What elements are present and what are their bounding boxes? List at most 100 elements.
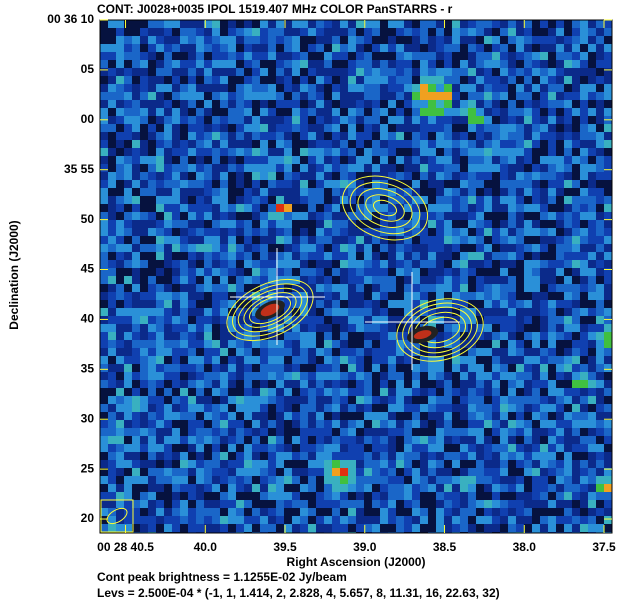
pixel	[556, 332, 564, 340]
pixel	[332, 396, 340, 404]
pixel	[532, 116, 540, 124]
pixel	[380, 268, 388, 276]
pixel	[372, 452, 380, 460]
pixel	[420, 28, 428, 36]
pixel	[292, 348, 300, 356]
pixel	[300, 204, 308, 212]
pixel	[252, 20, 260, 28]
pixel	[476, 28, 484, 36]
pixel	[364, 116, 372, 124]
pixel	[324, 132, 332, 140]
pixel	[556, 76, 564, 84]
pixel	[132, 284, 140, 292]
pixel	[580, 412, 588, 420]
pixel	[540, 164, 548, 172]
pixel	[236, 492, 244, 500]
pixel	[428, 196, 436, 204]
pixel	[140, 396, 148, 404]
pixel	[228, 164, 236, 172]
pixel	[580, 36, 588, 44]
pixel	[500, 228, 508, 236]
pixel	[404, 508, 412, 516]
pixel	[500, 492, 508, 500]
pixel	[468, 100, 476, 108]
pixel	[444, 220, 452, 228]
pixel	[156, 100, 164, 108]
pixel	[340, 196, 348, 204]
pixel	[380, 52, 388, 60]
pixel	[252, 60, 260, 68]
pixel	[388, 476, 396, 484]
pixel	[148, 156, 156, 164]
pixel	[332, 188, 340, 196]
pixel	[444, 204, 452, 212]
pixel	[292, 404, 300, 412]
pixel	[156, 484, 164, 492]
pixel	[308, 332, 316, 340]
pixel	[572, 364, 580, 372]
pixel	[156, 388, 164, 396]
pixel	[204, 92, 212, 100]
pixel	[172, 508, 180, 516]
pixel	[116, 20, 124, 28]
pixel	[524, 44, 532, 52]
pixel	[452, 140, 460, 148]
pixel	[500, 412, 508, 420]
pixel	[468, 36, 476, 44]
pixel	[484, 436, 492, 444]
pixel	[444, 28, 452, 36]
pixel	[396, 364, 404, 372]
pixel	[412, 284, 420, 292]
pixel	[412, 476, 420, 484]
pixel	[332, 212, 340, 220]
pixel	[156, 292, 164, 300]
pixel	[540, 388, 548, 396]
pixel	[428, 164, 436, 172]
pixel	[532, 172, 540, 180]
pixel	[100, 332, 108, 340]
pixel	[284, 132, 292, 140]
pixel	[556, 52, 564, 60]
pixel	[132, 388, 140, 396]
pixel	[604, 372, 612, 380]
pixel	[156, 68, 164, 76]
pixel	[164, 404, 172, 412]
pixel	[228, 244, 236, 252]
pixel	[148, 244, 156, 252]
pixel	[508, 388, 516, 396]
pixel	[564, 460, 572, 468]
pixel	[476, 492, 484, 500]
pixel	[308, 108, 316, 116]
pixel	[508, 452, 516, 460]
pixel	[148, 276, 156, 284]
pixel	[132, 364, 140, 372]
pixel	[220, 60, 228, 68]
pixel	[428, 156, 436, 164]
pixel	[524, 276, 532, 284]
pixel	[116, 236, 124, 244]
pixel	[124, 372, 132, 380]
pixel	[516, 20, 524, 28]
pixel	[356, 468, 364, 476]
pixel	[420, 444, 428, 452]
pixel	[324, 292, 332, 300]
pixel	[468, 236, 476, 244]
pixel	[588, 20, 596, 28]
pixel	[100, 308, 108, 316]
pixel	[444, 468, 452, 476]
pixel	[548, 44, 556, 52]
pixel	[340, 260, 348, 268]
pixel	[220, 124, 228, 132]
pixel	[332, 404, 340, 412]
pixel	[324, 324, 332, 332]
pixel	[476, 204, 484, 212]
pixel	[564, 108, 572, 116]
pixel	[212, 300, 220, 308]
pixel	[180, 76, 188, 84]
pixel	[220, 300, 228, 308]
pixel	[116, 100, 124, 108]
pixel	[188, 300, 196, 308]
pixel	[116, 500, 124, 508]
pixel	[324, 84, 332, 92]
pixel	[396, 244, 404, 252]
